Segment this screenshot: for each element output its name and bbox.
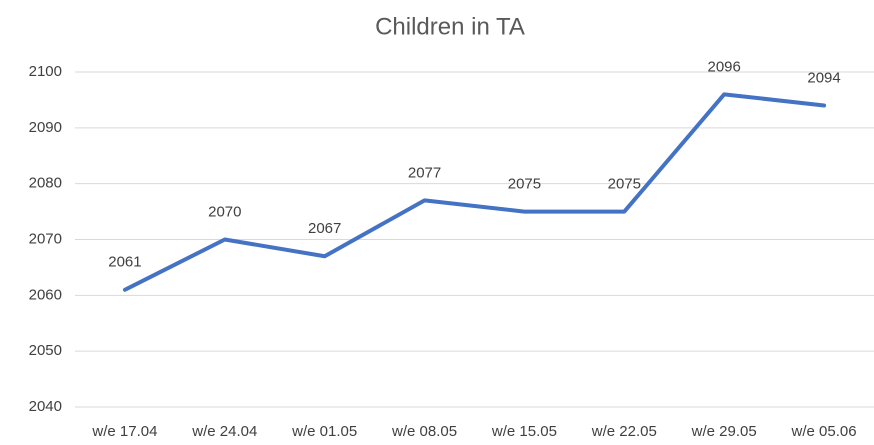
x-tick-label: w/e 01.05: [291, 423, 357, 440]
y-tick-label: 2060: [29, 286, 62, 303]
data-label: 2096: [708, 58, 741, 75]
chart-title: Children in TA: [375, 13, 525, 40]
data-label: 2094: [807, 69, 840, 86]
y-tick-label: 2080: [29, 175, 62, 192]
x-tick-label: w/e 05.06: [791, 423, 857, 440]
data-label: 2061: [108, 254, 141, 271]
x-tick-label: w/e 22.05: [591, 423, 657, 440]
data-label: 2067: [308, 220, 341, 237]
x-tick-label: w/e 15.05: [491, 423, 557, 440]
y-tick-label: 2040: [29, 398, 62, 415]
x-tick-label: w/e 29.05: [691, 423, 757, 440]
y-tick-label: 2100: [29, 63, 62, 80]
y-tick-label: 2050: [29, 342, 62, 359]
x-tick-label: w/e 24.04: [191, 423, 257, 440]
data-label: 2075: [608, 176, 641, 193]
data-label: 2077: [408, 164, 441, 181]
data-line: [122, 92, 827, 292]
x-tick-label: w/e 08.05: [391, 423, 457, 440]
y-tick-label: 2070: [29, 230, 62, 247]
data-label: 2070: [208, 203, 241, 220]
data-label: 2075: [508, 176, 541, 193]
y-tick-label: 2090: [29, 119, 62, 136]
x-tick-label: w/e 17.04: [91, 423, 157, 440]
